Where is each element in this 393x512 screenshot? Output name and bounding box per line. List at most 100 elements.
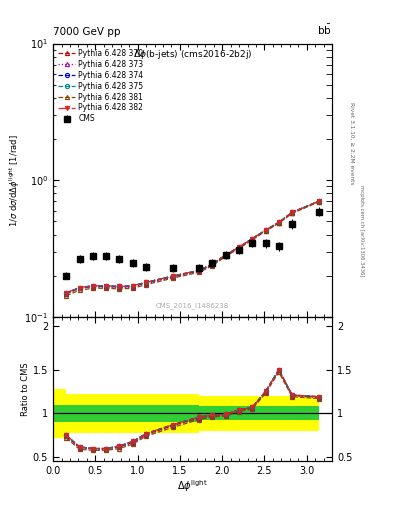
Pythia 6.428 370 [237, 244, 241, 250]
Pythia 6.428 373 [210, 262, 215, 268]
Pythia 6.428 381 [197, 269, 202, 275]
Pythia 6.428 370 [197, 268, 202, 274]
Text: Rivet 3.1.10, ≥ 2.2M events: Rivet 3.1.10, ≥ 2.2M events [349, 102, 354, 185]
Pythia 6.428 374 [223, 252, 228, 258]
Pythia 6.428 373 [64, 291, 69, 297]
Pythia 6.428 381 [250, 237, 255, 243]
Y-axis label: Ratio to CMS: Ratio to CMS [21, 362, 30, 416]
Pythia 6.428 370 [263, 227, 268, 233]
Pythia 6.428 381 [77, 287, 82, 293]
Pythia 6.428 374 [276, 219, 281, 225]
Pythia 6.428 373 [316, 199, 321, 205]
Pythia 6.428 373 [276, 220, 281, 226]
Pythia 6.428 373 [143, 281, 148, 287]
Pythia 6.428 370 [290, 209, 294, 216]
Pythia 6.428 375 [197, 267, 202, 273]
Pythia 6.428 375 [250, 236, 255, 242]
Pythia 6.428 381 [170, 275, 175, 281]
X-axis label: $\Delta\phi^{\rm light}$: $\Delta\phi^{\rm light}$ [177, 478, 208, 494]
Pythia 6.428 370 [316, 198, 321, 204]
Pythia 6.428 374 [64, 290, 69, 296]
Pythia 6.428 374 [237, 244, 241, 250]
Bar [279, 407, 319, 420]
Pythia 6.428 375 [130, 283, 135, 289]
Pythia 6.428 373 [263, 227, 268, 233]
Pythia 6.428 382 [237, 244, 241, 250]
Pythia 6.428 381 [210, 263, 215, 269]
Bar [199, 396, 239, 431]
Pythia 6.428 373 [117, 285, 122, 291]
Pythia 6.428 381 [316, 199, 321, 205]
Text: b$\bar{\rm b}$: b$\bar{\rm b}$ [318, 23, 332, 37]
Line: Pythia 6.428 375: Pythia 6.428 375 [64, 199, 321, 295]
Line: Pythia 6.428 381: Pythia 6.428 381 [64, 200, 321, 298]
Line: Pythia 6.428 373: Pythia 6.428 373 [64, 200, 321, 296]
Pythia 6.428 382 [170, 273, 175, 279]
Pythia 6.428 381 [104, 285, 108, 291]
Pythia 6.428 375 [263, 227, 268, 233]
Pythia 6.428 381 [276, 220, 281, 226]
Pythia 6.428 375 [276, 219, 281, 225]
Pythia 6.428 373 [77, 285, 82, 291]
Pythia 6.428 375 [210, 261, 215, 267]
Bar [159, 394, 199, 433]
Pythia 6.428 374 [104, 283, 108, 289]
Pythia 6.428 381 [64, 292, 69, 298]
Bar [119, 404, 159, 422]
Pythia 6.428 382 [64, 290, 69, 296]
Pythia 6.428 382 [290, 209, 294, 216]
Bar [279, 396, 319, 431]
Pythia 6.428 373 [290, 210, 294, 216]
Bar [239, 396, 279, 431]
Text: 7000 GeV pp: 7000 GeV pp [53, 27, 121, 37]
Pythia 6.428 375 [316, 198, 321, 204]
Pythia 6.428 382 [210, 261, 215, 267]
Pythia 6.428 374 [263, 227, 268, 233]
Pythia 6.428 370 [77, 285, 82, 291]
Pythia 6.428 382 [117, 284, 122, 290]
Pythia 6.428 375 [143, 279, 148, 285]
Pythia 6.428 370 [90, 284, 95, 290]
Pythia 6.428 374 [77, 285, 82, 291]
Pythia 6.428 373 [104, 284, 108, 290]
Pythia 6.428 370 [104, 284, 108, 290]
Pythia 6.428 381 [263, 228, 268, 234]
Pythia 6.428 382 [316, 198, 321, 204]
Pythia 6.428 374 [210, 261, 215, 267]
Pythia 6.428 373 [90, 284, 95, 290]
Pythia 6.428 373 [130, 284, 135, 290]
Bar [159, 404, 199, 422]
Pythia 6.428 375 [90, 283, 95, 289]
Pythia 6.428 375 [237, 244, 241, 250]
Pythia 6.428 381 [130, 285, 135, 291]
Pythia 6.428 370 [170, 273, 175, 280]
Pythia 6.428 381 [223, 253, 228, 260]
Bar [199, 407, 239, 420]
Bar [66, 404, 93, 422]
Pythia 6.428 374 [130, 283, 135, 289]
Pythia 6.428 382 [197, 267, 202, 273]
Pythia 6.428 382 [130, 283, 135, 289]
Pythia 6.428 375 [170, 273, 175, 279]
Pythia 6.428 370 [276, 220, 281, 226]
Pythia 6.428 370 [223, 252, 228, 259]
Pythia 6.428 381 [90, 285, 95, 291]
Pythia 6.428 382 [263, 227, 268, 233]
Pythia 6.428 382 [143, 279, 148, 285]
Bar [93, 404, 119, 422]
Legend: Pythia 6.428 370, Pythia 6.428 373, Pythia 6.428 374, Pythia 6.428 375, Pythia 6: Pythia 6.428 370, Pythia 6.428 373, Pyth… [55, 46, 147, 126]
Pythia 6.428 381 [290, 210, 294, 217]
Bar [239, 407, 279, 420]
Bar [119, 394, 159, 433]
Pythia 6.428 381 [237, 245, 241, 251]
Pythia 6.428 382 [223, 252, 228, 258]
Pythia 6.428 382 [250, 236, 255, 242]
Line: Pythia 6.428 374: Pythia 6.428 374 [64, 199, 321, 295]
Bar [53, 404, 66, 422]
Pythia 6.428 373 [237, 245, 241, 251]
Pythia 6.428 373 [170, 274, 175, 281]
Pythia 6.428 375 [223, 252, 228, 258]
Pythia 6.428 373 [250, 237, 255, 243]
Pythia 6.428 374 [90, 283, 95, 289]
Bar [53, 389, 66, 438]
